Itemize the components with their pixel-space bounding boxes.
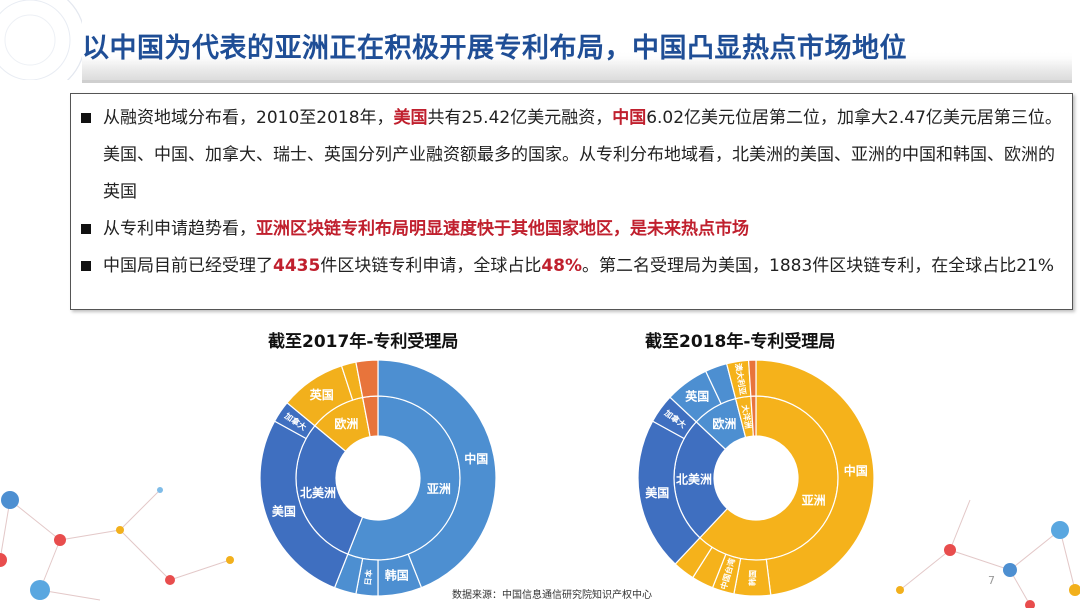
chart-2017-center-hole bbox=[336, 436, 420, 520]
bullet-list: 从融资地域分布看，2010至2018年，美国共有25.42亿美元融资，中国6.0… bbox=[71, 94, 1072, 285]
square-bullet-icon bbox=[81, 113, 91, 123]
chart-2018-inner-label: 亚洲 bbox=[802, 493, 826, 507]
chart-2018-outer-label: 韩国 bbox=[747, 570, 757, 586]
highlight-text: 4435 bbox=[273, 256, 321, 276]
chart-2017-inner-label: 北美洲 bbox=[300, 485, 336, 500]
bullet-segment: 中国局目前已经受理了 bbox=[103, 256, 273, 276]
bullet-segment: 6.02亿美元位居第二位，加拿大2.47亿美元居第三位。美国、中国、加拿大、瑞士… bbox=[103, 108, 1062, 202]
slide-title: 以中国为代表的亚洲正在积极开展专利布局，中国凸显热点市场地位 bbox=[82, 33, 907, 64]
sunburst-chart-2018: 亚洲 北美洲 欧洲 大洋洲 中国 韩国 中国台湾 美国 加拿大 英国 澳大利亚 bbox=[636, 358, 876, 598]
bullet-segment: 从融资地域分布看，2010至2018年， bbox=[103, 108, 394, 128]
chart-2017-outer-label: 韩国 bbox=[385, 568, 409, 583]
highlight-text: 中国 bbox=[612, 108, 647, 128]
chart-2018-outer-label: 澳大利亚 bbox=[733, 363, 748, 396]
highlight-text: 亚洲区块链专利布局明显速度快于其他国家地区，是未来热点市场 bbox=[256, 219, 749, 239]
decorative-network-graphic-left bbox=[0, 487, 234, 601]
chart-2018-inner-label: 大洋洲 bbox=[740, 404, 754, 429]
bullet-item: 从专利申请趋势看，亚洲区块链专利布局明显速度快于其他国家地区，是未来热点市场 bbox=[71, 211, 1072, 248]
title-bar-shadow bbox=[82, 58, 1072, 80]
chart-2017-outer-label: 中国 bbox=[464, 451, 488, 466]
bullet-item: 中国局目前已经受理了4435件区块链专利申请，全球占比48%。第二名受理局为美国… bbox=[71, 248, 1072, 285]
bullet-segment: 从专利申请趋势看， bbox=[103, 219, 256, 239]
square-bullet-icon bbox=[81, 224, 91, 234]
chart-2018-inner-label: 欧洲 bbox=[712, 416, 736, 431]
chart-2017-outer-label: 日本 bbox=[362, 569, 373, 586]
chart-2018-outer-segment bbox=[747, 359, 757, 397]
chart-title-2017: 截至2017年-专利受理局 bbox=[268, 332, 459, 352]
chart-2017-inner-label: 欧洲 bbox=[334, 416, 358, 431]
bullet-segment: 。第二名受理局为美国，1883件区块链专利，在全球占比21% bbox=[582, 256, 1055, 276]
title-bar: 以中国为代表的亚洲正在积极开展专利布局，中国凸显热点市场地位 bbox=[82, 18, 1072, 83]
sunburst-chart-2017: 亚洲 北美洲 欧洲 中国 韩国 日本 美国 加拿大 英国 bbox=[258, 358, 498, 598]
bullet-segment: 共有25.42亿美元融资， bbox=[427, 108, 613, 128]
chart-2018-inner-label: 北美洲 bbox=[676, 471, 712, 486]
chart-title-2018: 截至2018年-专利受理局 bbox=[645, 332, 836, 352]
chart-2017-outer-segment bbox=[355, 359, 379, 399]
chart-2018-outer-segment bbox=[755, 359, 875, 596]
chart-2018-outer-label: 美国 bbox=[645, 485, 669, 500]
highlight-text: 48% bbox=[541, 256, 583, 276]
chart-2017-outer-segment bbox=[377, 359, 497, 589]
chart-2018-outer-label: 英国 bbox=[685, 389, 709, 404]
bullet-segment: 件区块链专利申请，全球占比 bbox=[320, 256, 542, 276]
chart-2018-center-hole bbox=[714, 436, 798, 520]
bullet-text-box: 从融资地域分布看，2010至2018年，美国共有25.42亿美元融资，中国6.0… bbox=[70, 93, 1073, 310]
chart-2017-inner-label: 亚洲 bbox=[427, 482, 451, 496]
page-number: 7 bbox=[988, 574, 995, 587]
highlight-text: 美国 bbox=[393, 108, 428, 128]
decorative-network-graphic-right bbox=[896, 499, 1080, 608]
square-bullet-icon bbox=[81, 261, 91, 271]
chart-2017-outer-label: 美国 bbox=[272, 503, 296, 518]
chart-2017-outer-label: 英国 bbox=[310, 387, 334, 402]
chart-2018-outer-label: 中国 bbox=[844, 463, 868, 478]
bullet-item: 从融资地域分布看，2010至2018年，美国共有25.42亿美元融资，中国6.0… bbox=[71, 100, 1072, 211]
data-source-caption: 数据来源：中国信息通信研究院知识产权中心 bbox=[452, 590, 652, 601]
